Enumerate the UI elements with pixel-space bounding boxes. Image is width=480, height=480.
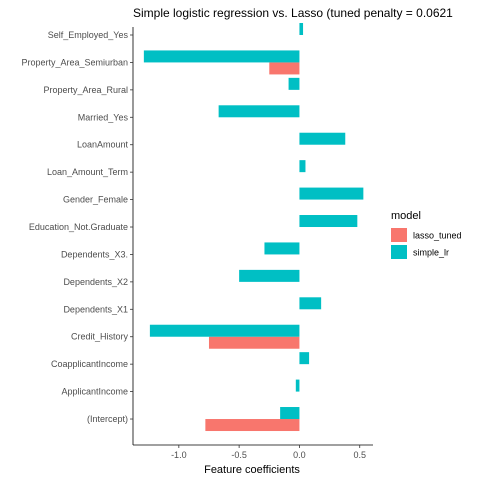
axis-lines (132, 27, 373, 446)
y-tick-label: CoapplicantIncome (51, 359, 128, 369)
bar-simple_lr-coapplicantincome (299, 352, 310, 365)
bar-simple_lr-dependents-x2 (239, 269, 300, 282)
bar-simple_lr-credit-history (149, 324, 300, 337)
bar-simple_lr-property-area-rural (288, 77, 300, 90)
bar-simple_lr-dependents-x1 (299, 297, 322, 310)
y-tick-label: Education_Not.Graduate (29, 222, 128, 232)
y-tick-label: Property_Area_Semiurban (21, 57, 128, 67)
x-tick-label: 0.5 (353, 450, 366, 460)
bar-simple_lr-loan-amount-term (299, 160, 306, 173)
bar-simple_lr-gender-female (299, 187, 364, 200)
y-tick-label: (Intercept) (87, 414, 128, 424)
chart-title: Simple logistic regression vs. Lasso (tu… (133, 6, 453, 20)
y-tick-label: Dependents_X1 (63, 304, 128, 314)
x-tick-label: 0.0 (293, 450, 306, 460)
bar-simple_lr-intercept (280, 407, 300, 420)
bar-simple_lr-self-employed-yes (299, 23, 304, 35)
y-tick-label: Property_Area_Rural (43, 85, 128, 95)
legend-key-simple_lr (391, 245, 407, 259)
legend-title: model (391, 210, 421, 222)
y-axis-ticks: Self_Employed_Yes Property_Area_Semiurban… (21, 30, 133, 424)
bar-simple_lr-applicantincome (295, 379, 300, 392)
bar-simple_lr-loanamount (299, 132, 346, 145)
legend: model lasso_tuned simple_lr (391, 210, 462, 259)
x-tick-label: -0.5 (231, 450, 247, 460)
bars-group (143, 23, 364, 432)
y-tick-label: Dependents_X3. (61, 249, 128, 259)
x-axis-ticks: -1.0 -0.5 0.0 0.5 (171, 445, 366, 460)
legend-label-lasso_tuned: lasso_tuned (413, 231, 462, 241)
y-tick-label: Married_Yes (78, 112, 129, 122)
x-axis-title: Feature coefficients (204, 464, 300, 476)
y-tick-label: ApplicantIncome (61, 387, 128, 397)
x-tick-label: -1.0 (171, 450, 187, 460)
bar-simple_lr-property-area-semiurban (143, 50, 300, 63)
bar-lasso_tuned-credit-history (208, 336, 300, 349)
y-tick-label: Gender_Female (63, 195, 128, 205)
y-tick-label: Credit_History (71, 332, 129, 342)
bar-simple_lr-education-not-graduate (299, 215, 358, 228)
bar-lasso_tuned-property-area-semiurban (269, 62, 300, 75)
y-tick-label: Loan_Amount_Term (47, 167, 128, 177)
bar-lasso_tuned-intercept (205, 419, 300, 432)
y-tick-label: Dependents_X2 (63, 277, 128, 287)
y-tick-label: LoanAmount (77, 140, 129, 150)
bar-simple_lr-dependents-x3 (264, 242, 300, 255)
y-tick-label: Self_Employed_Yes (48, 30, 129, 40)
legend-label-simple_lr: simple_lr (413, 248, 449, 258)
legend-key-lasso_tuned (391, 228, 407, 242)
bar-simple_lr-married-yes (218, 105, 300, 118)
